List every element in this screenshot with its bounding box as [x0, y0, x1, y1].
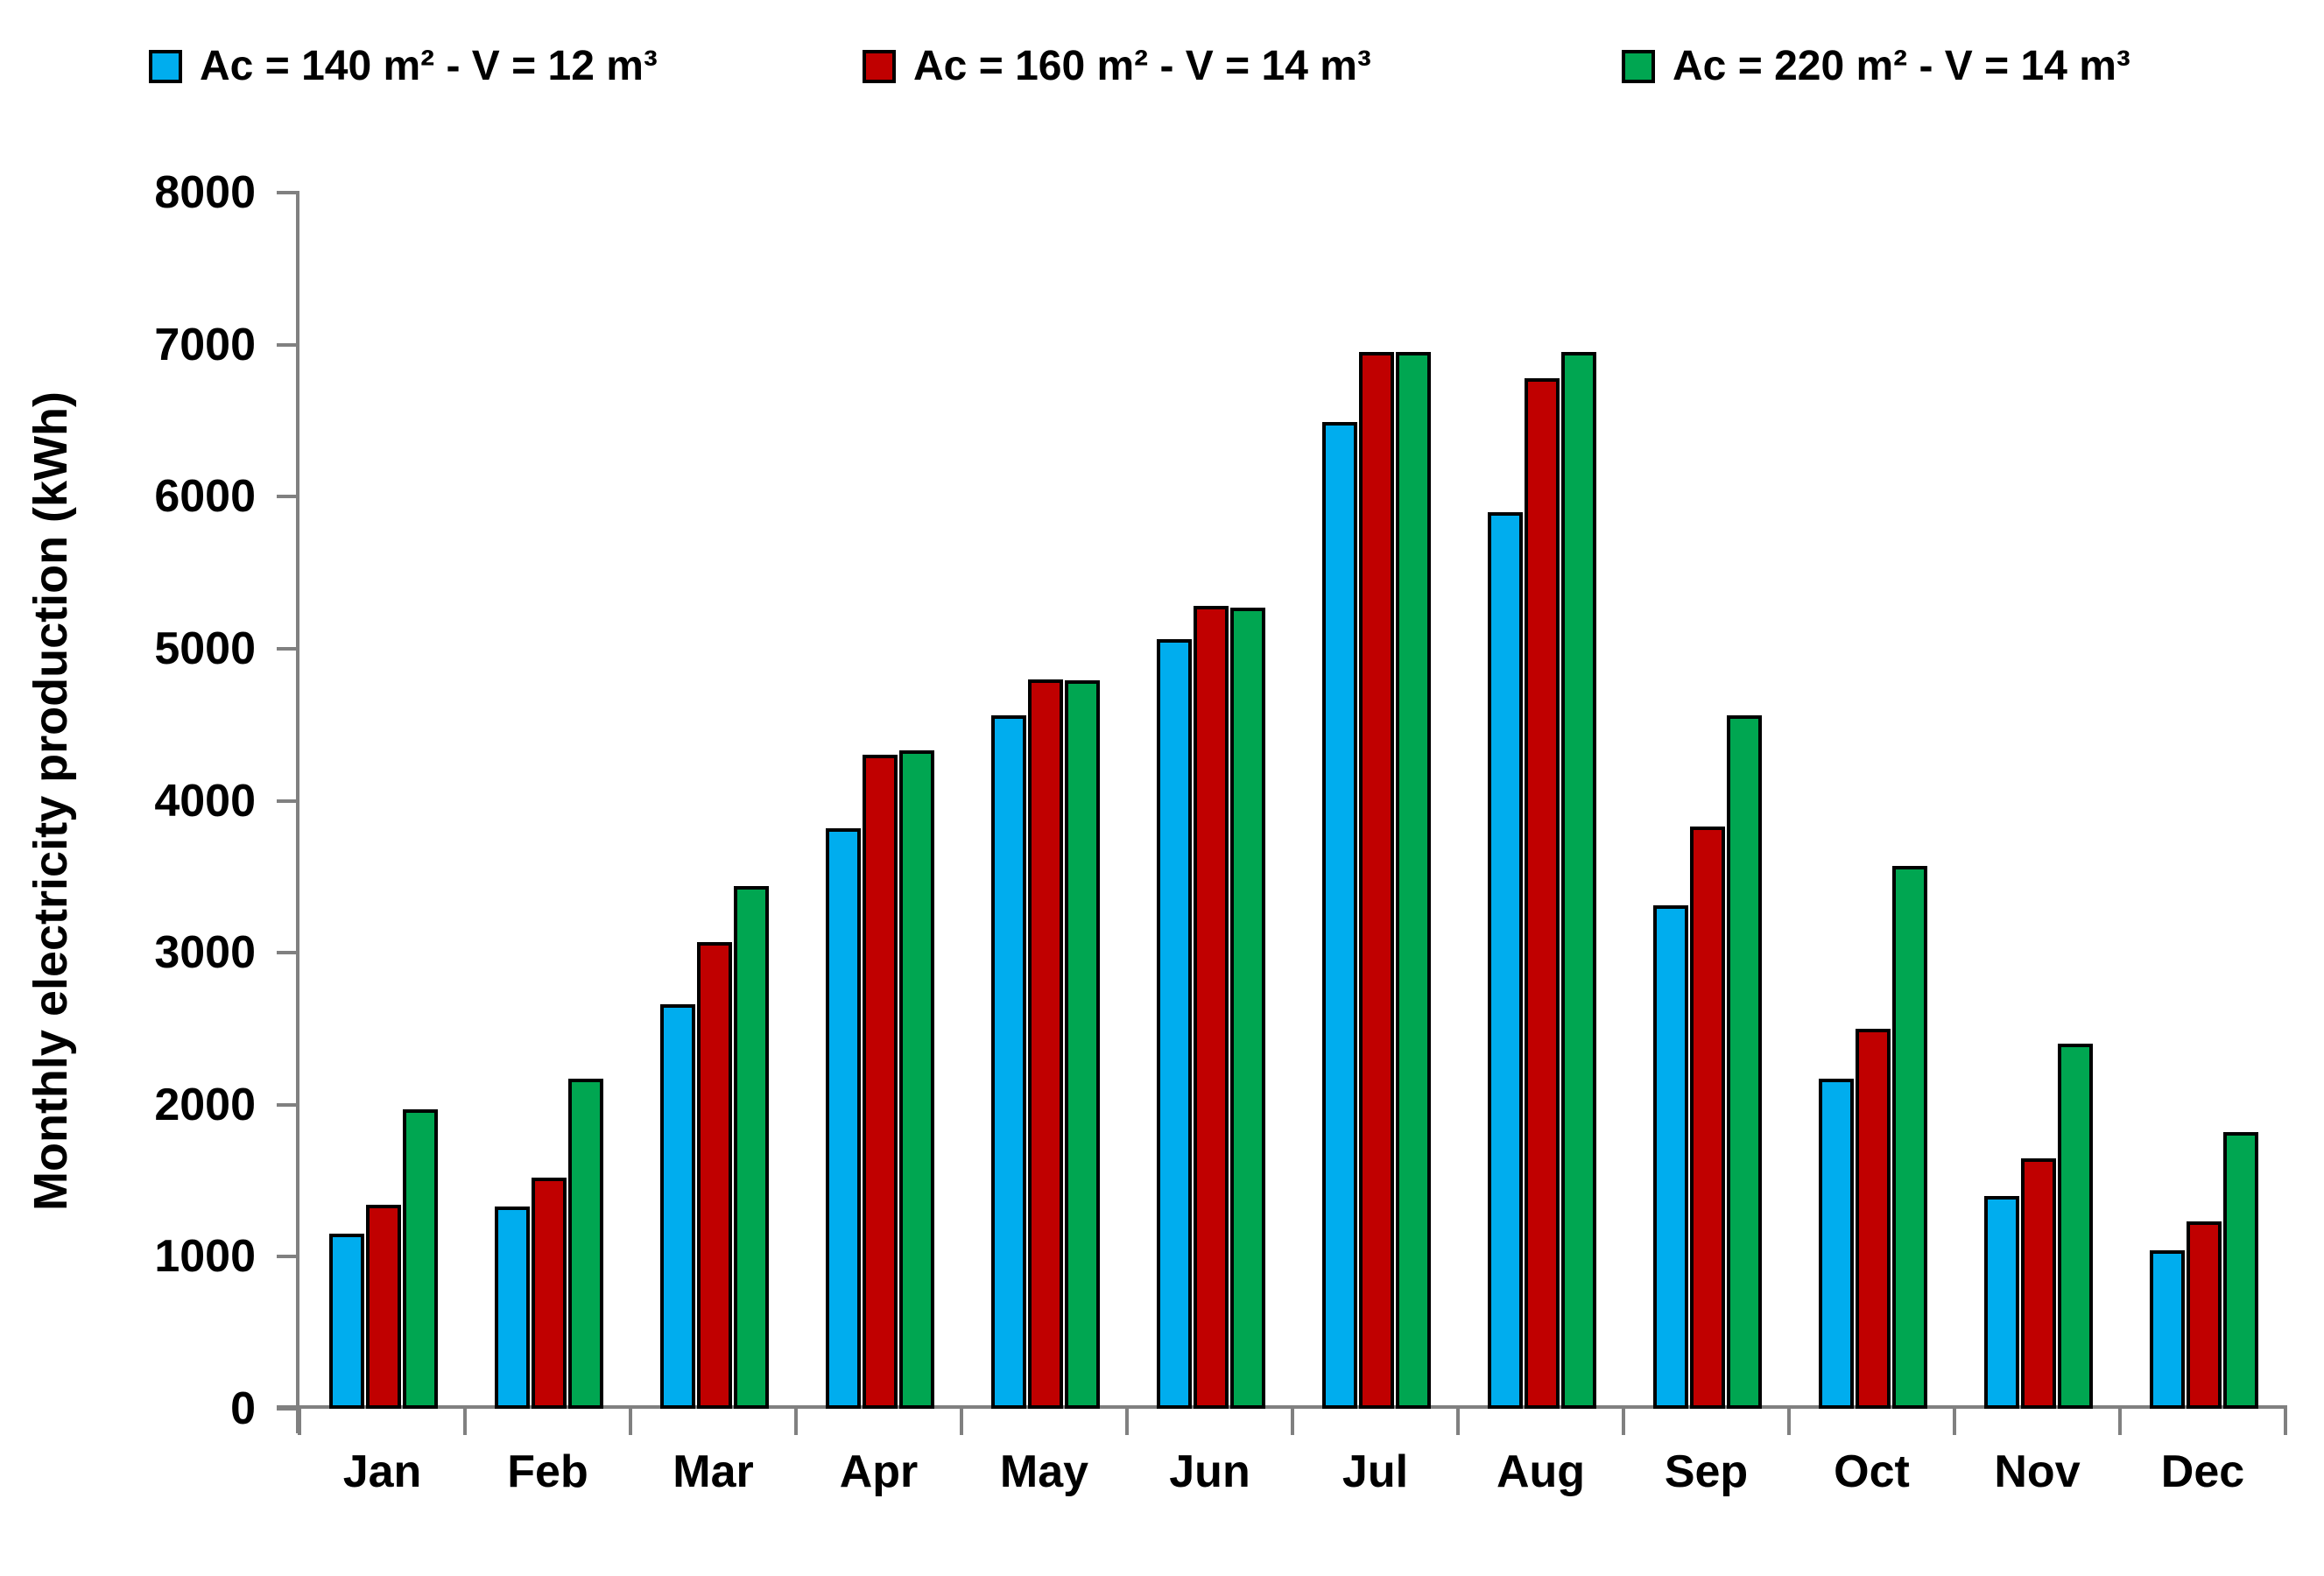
bar-oct-series2 — [1856, 1028, 1891, 1409]
bar-apr-series1 — [826, 827, 861, 1409]
bar-aug-series2 — [1525, 377, 1560, 1409]
legend-swatch-icon — [149, 49, 182, 83]
legend-item-3: Ac = 220 m² - V = 14 m³ — [1622, 42, 2130, 90]
x-tick-label: Jul — [1342, 1446, 1409, 1497]
y-tick-label: 2000 — [154, 1079, 256, 1130]
bar-oct-series3 — [1892, 866, 1927, 1409]
legend-swatch-icon — [1622, 49, 1655, 83]
bar-aug-series1 — [1488, 511, 1523, 1409]
bar-nov-series3 — [2058, 1044, 2093, 1409]
y-tick — [277, 1407, 299, 1411]
y-tick-label: 4000 — [154, 775, 256, 827]
y-tick-label: 3000 — [154, 927, 256, 979]
bar-dec-series1 — [2150, 1250, 2185, 1409]
bar-aug-series3 — [1561, 352, 1596, 1409]
x-tick-label: Sep — [1664, 1446, 1749, 1497]
bar-mar-series3 — [734, 885, 769, 1409]
x-axis-line — [277, 1405, 2285, 1409]
bar-feb-series2 — [532, 1178, 567, 1409]
x-tick-label: Feb — [507, 1446, 588, 1497]
x-tick — [1787, 1405, 1791, 1435]
bar-jan-series3 — [403, 1108, 438, 1409]
x-tick — [1456, 1405, 1460, 1435]
bar-may-series1 — [991, 715, 1026, 1409]
x-tick — [1622, 1405, 1625, 1435]
x-tick — [2284, 1405, 2287, 1435]
bar-jul-series2 — [1359, 352, 1394, 1409]
x-tick-label: Nov — [1994, 1446, 2081, 1497]
x-tick — [960, 1405, 963, 1435]
x-tick — [298, 1405, 301, 1435]
y-tick-label: 7000 — [154, 319, 256, 370]
x-tick-label: Apr — [839, 1446, 919, 1497]
x-tick — [463, 1405, 467, 1435]
bar-jan-series2 — [366, 1205, 401, 1409]
bar-sep-series3 — [1727, 715, 1762, 1409]
bar-dec-series2 — [2187, 1221, 2222, 1409]
y-tick — [277, 342, 299, 347]
x-tick-label: Oct — [1834, 1446, 1910, 1497]
legend-swatch-icon — [863, 49, 896, 83]
x-tick-label: Dec — [2160, 1446, 2245, 1497]
y-axis-line — [296, 193, 299, 1433]
legend-item-label: Ac = 220 m² - V = 14 m³ — [1673, 43, 2130, 89]
bar-may-series2 — [1028, 679, 1063, 1409]
x-tick-label: Aug — [1496, 1446, 1586, 1497]
y-tick-label: 1000 — [154, 1231, 256, 1283]
bar-jan-series1 — [329, 1234, 364, 1409]
x-tick-label: Jan — [342, 1446, 422, 1497]
x-tick-label: May — [999, 1446, 1089, 1497]
y-tick — [277, 1102, 299, 1107]
plot-area: 0 1000 2000 3000 4000 5000 6000 7000 8000 Jan Feb M… — [154, 167, 2287, 1497]
bar-apr-series3 — [899, 750, 934, 1409]
bar-jun-series2 — [1194, 606, 1229, 1409]
x-tick — [794, 1405, 798, 1435]
x-tick — [1953, 1405, 1956, 1435]
y-tick — [277, 646, 299, 651]
x-tick — [629, 1405, 632, 1435]
y-tick — [277, 951, 299, 955]
bar-jun-series3 — [1230, 608, 1265, 1409]
y-tick-label: 5000 — [154, 623, 256, 674]
x-tick-label: Mar — [673, 1446, 754, 1497]
y-tick — [277, 1255, 299, 1259]
bar-feb-series1 — [495, 1207, 530, 1409]
y-tick-label: 6000 — [154, 471, 256, 523]
bar-dec-series3 — [2223, 1132, 2258, 1409]
bar-nov-series2 — [2021, 1157, 2056, 1409]
legend-item-2: Ac = 160 m² - V = 14 m³ — [863, 42, 1371, 90]
bar-may-series3 — [1065, 680, 1100, 1409]
y-tick — [277, 495, 299, 499]
legend-item-label: Ac = 140 m² - V = 12 m³ — [200, 43, 658, 89]
legend-item-1: Ac = 140 m² - V = 12 m³ — [149, 42, 658, 90]
y-tick — [277, 191, 299, 194]
bar-mar-series1 — [660, 1004, 695, 1409]
y-tick-label: 0 — [230, 1383, 256, 1434]
y-axis-title: Monthly electricity production (kWh) — [25, 390, 77, 1211]
y-tick-label: 8000 — [154, 167, 256, 218]
bar-feb-series3 — [568, 1079, 603, 1409]
bar-oct-series1 — [1819, 1079, 1854, 1409]
bar-jul-series3 — [1396, 352, 1431, 1409]
x-tick — [1291, 1405, 1294, 1435]
bar-jun-series1 — [1157, 639, 1192, 1409]
bar-sep-series2 — [1690, 827, 1725, 1409]
legend: Ac = 140 m² - V = 12 m³ Ac = 160 m² - V =… — [0, 42, 2324, 112]
bar-nov-series1 — [1984, 1195, 2019, 1409]
x-tick-label: Jun — [1169, 1446, 1250, 1497]
bar-jul-series1 — [1322, 422, 1357, 1409]
x-tick — [2118, 1405, 2122, 1435]
y-tick — [277, 799, 299, 803]
bar-mar-series2 — [697, 941, 732, 1409]
x-tick — [1125, 1405, 1129, 1435]
bar-sep-series1 — [1653, 905, 1688, 1409]
bar-apr-series2 — [863, 755, 898, 1409]
legend-item-label: Ac = 160 m² - V = 14 m³ — [913, 43, 1371, 89]
